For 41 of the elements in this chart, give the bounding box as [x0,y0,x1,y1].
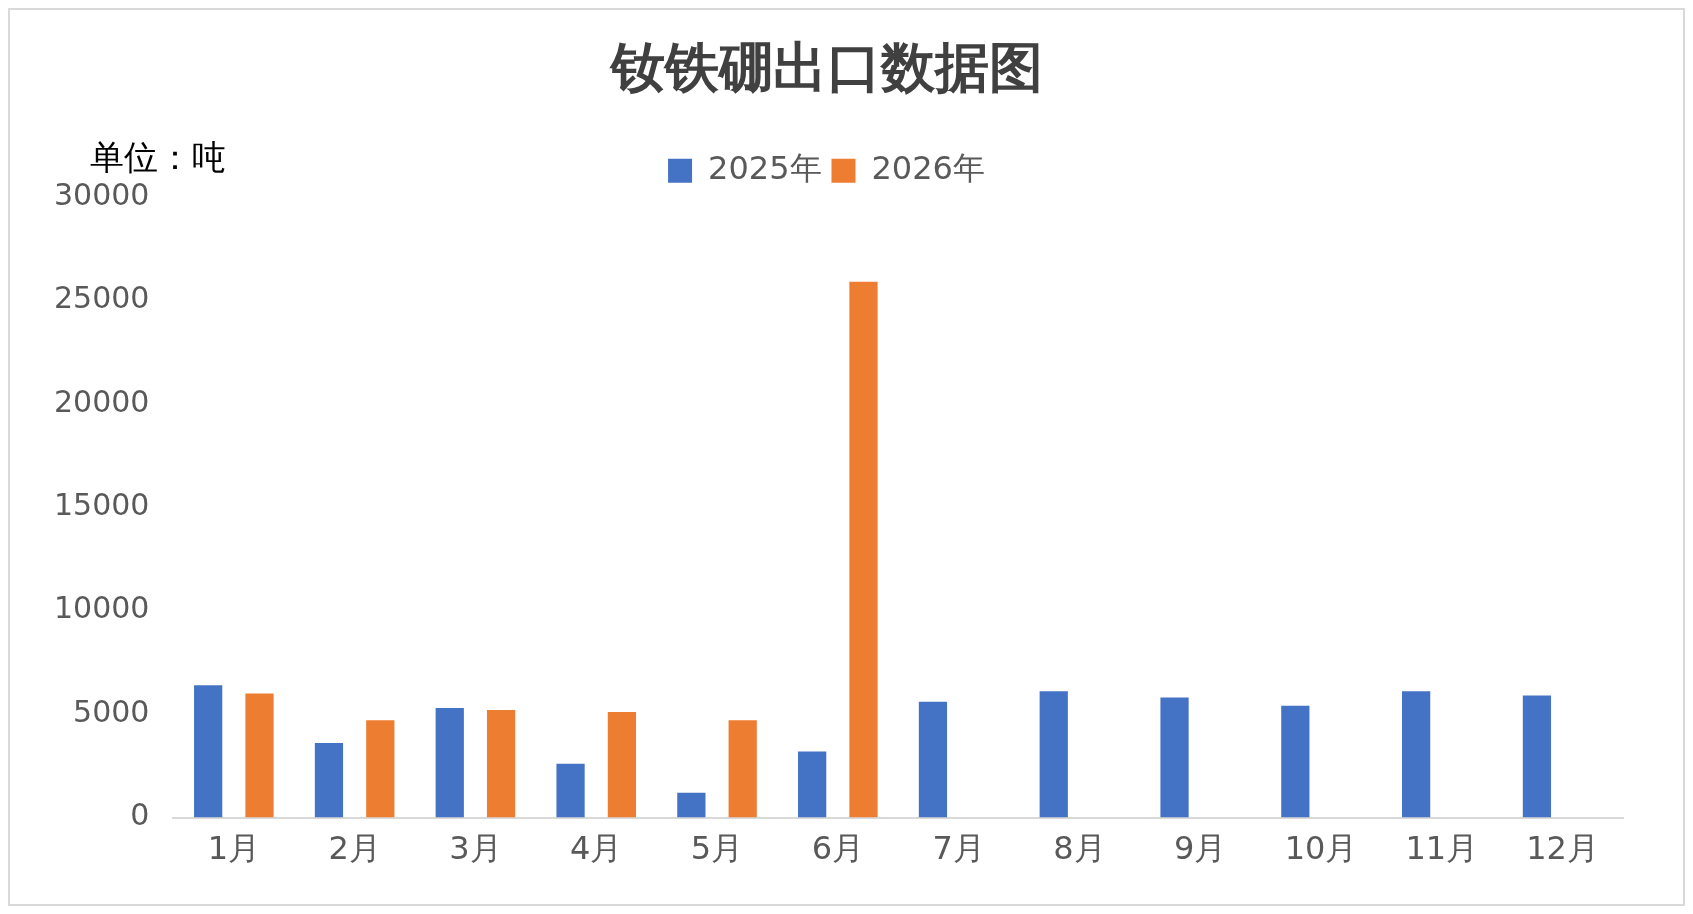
chart-title: 钕铁硼出口数据图 [608,35,1043,100]
bar [245,693,274,818]
bar [435,707,464,818]
y-tick-label: 30000 [54,176,150,212]
x-tick-label: 2月 [328,829,381,868]
bar [1402,691,1431,818]
legend-label: 2026年 [871,149,985,188]
legend-label: 2025年 [708,149,822,188]
x-tick-label: 11月 [1405,829,1479,868]
x-tick-label: 3月 [449,829,502,868]
y-tick-label: 10000 [54,590,150,626]
x-tick-label: 8月 [1053,829,1106,868]
bar [556,763,585,818]
y-tick-label: 20000 [54,383,150,419]
bar [1281,705,1310,818]
bar [918,701,948,818]
y-tick-label: 15000 [54,487,150,522]
x-tick-label: 4月 [570,829,623,868]
y-tick-label: 25000 [54,280,150,316]
x-tick-label: 6月 [811,829,864,868]
x-tick-label: 5月 [690,829,744,868]
bar [1522,695,1552,818]
x-tick-label: 7月 [932,829,985,868]
x-tick-label: 10月 [1284,829,1358,868]
bar [1160,697,1189,818]
y-tick-label: 0 [130,797,150,833]
x-tick-label: 12月 [1526,829,1599,868]
x-tick-label: 1月 [207,829,261,868]
bar [677,792,706,818]
bar [366,720,395,818]
bar [314,743,344,818]
bar [194,685,223,818]
y-tick-label: 5000 [73,693,150,729]
bar [849,281,878,818]
bar [486,710,516,818]
text: 单位：吨 [90,136,226,177]
bar [1039,691,1068,818]
bar [798,751,827,818]
bar [728,720,757,818]
x-tick-label: 9月 [1174,829,1227,868]
bar [607,712,637,818]
